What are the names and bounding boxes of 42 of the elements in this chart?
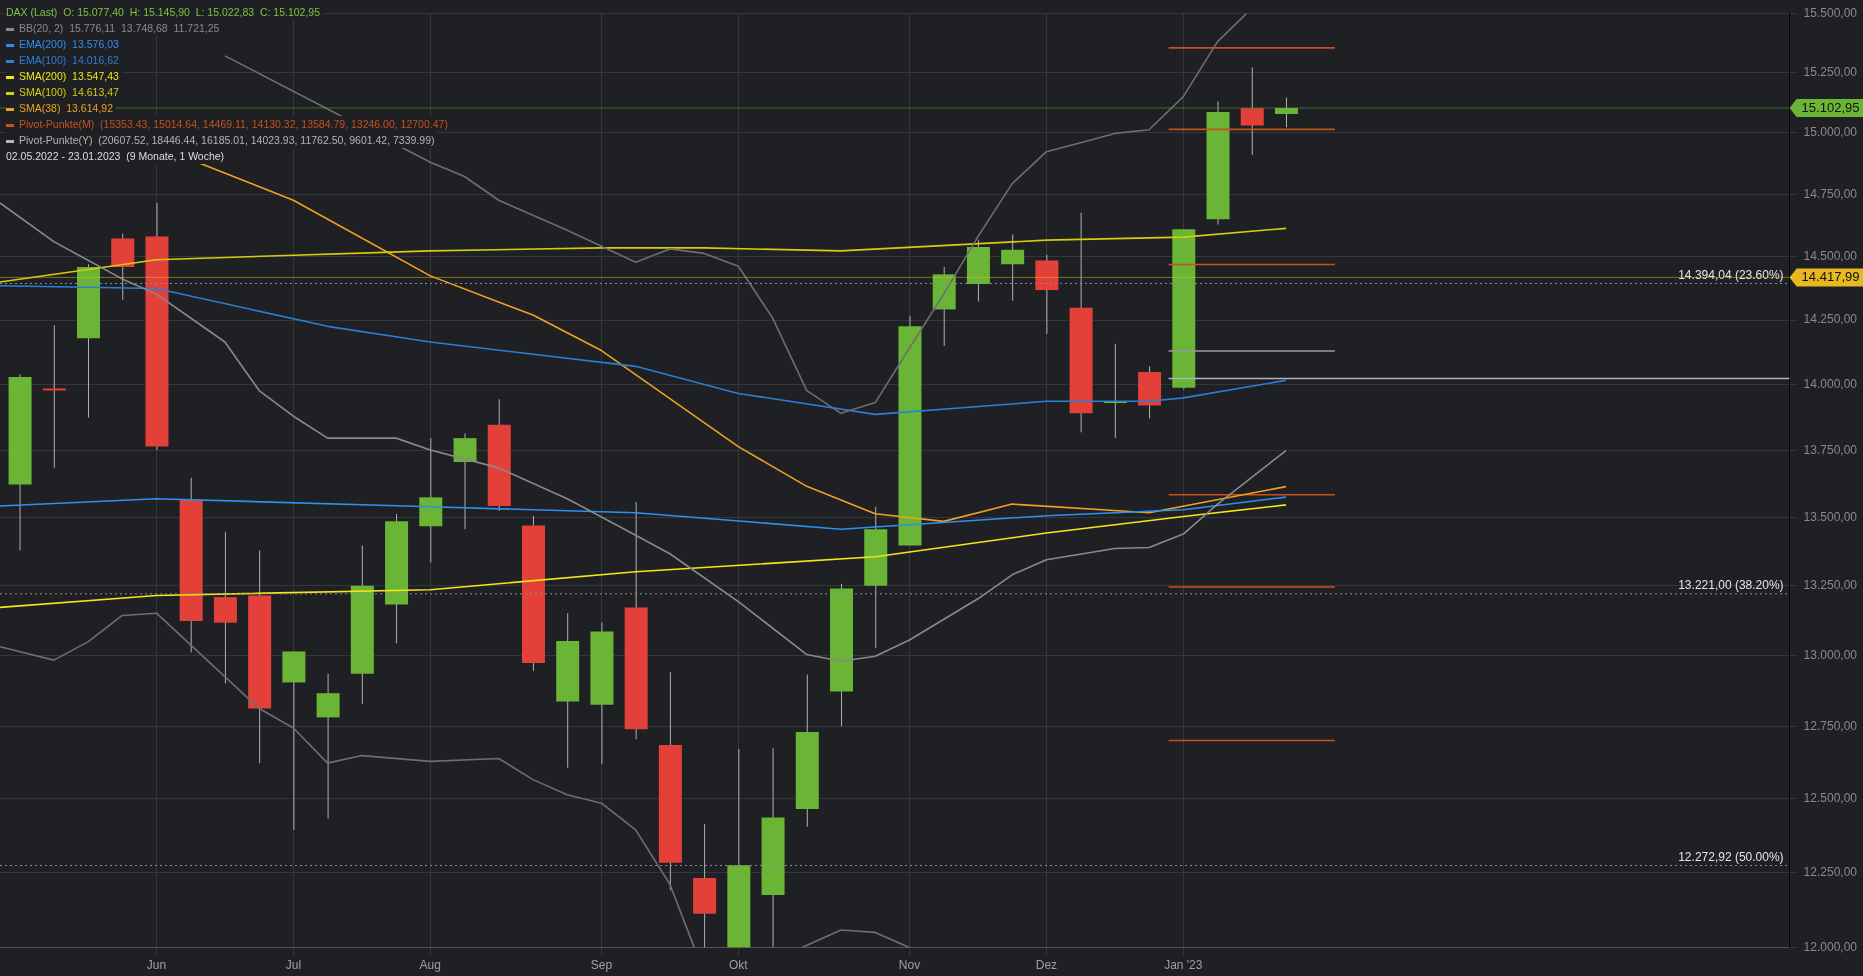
y-tick-label: 14.000,00	[1803, 377, 1858, 392]
ref-line-label: 14.394,04 (23.60%)	[1678, 267, 1784, 282]
legend-label: EMA(200) 13.576,03	[19, 38, 119, 50]
legend-label: BB(20, 2) 15.776,11 13.748,68 11.721,25	[19, 22, 220, 34]
x-tick-label: Okt	[729, 958, 749, 973]
x-tick-label: Aug	[419, 958, 441, 973]
y-tick-label: 13.500,00	[1803, 509, 1858, 524]
y-tick-label: 13.000,00	[1803, 647, 1858, 662]
y-tick-label: 15.000,00	[1803, 125, 1858, 140]
ref-line-label: 15.102,95	[1801, 99, 1860, 115]
y-tick-label: 13.250,00	[1803, 578, 1858, 593]
ref-line-label: 12.272,92 (50.00%)	[1678, 849, 1784, 864]
text: 02.05.2022 - 23.01.2023 (9 Monate, 1 Woche)	[6, 148, 228, 164]
y-tick-label: 13.750,00	[1803, 442, 1858, 457]
x-tick-label: Jul	[285, 958, 302, 973]
candlestick	[1240, 66, 1264, 156]
ref-line-label: 13.221,00 (38.20%)	[1678, 578, 1784, 593]
y-tick-label: 12.500,00	[1803, 790, 1858, 805]
chart-title: DAX (Last) O: 15.077,40 H: 15.145,90 L: 15.022,83 C: 15.102,95	[6, 4, 324, 20]
legend-label: SMA(38) 13.614,92	[19, 102, 113, 114]
legend-label: SMA(200) 13.547,43	[19, 70, 119, 82]
y-tick-label: 14.500,00	[1803, 249, 1858, 263]
y-tick-label: 14.750,00	[1803, 186, 1858, 201]
x-tick-label: Dez	[1035, 958, 1058, 973]
legend-label: Pivot-Punkte(M) (15353.43, 15014.64, 14469.11, 14130.32, 13584.79, 13246.00, 12700.47)	[19, 118, 448, 130]
y-tick-label: 14.250,00	[1803, 312, 1858, 327]
legend-label: SMA(100) 14.613,47	[19, 86, 119, 98]
ref-line-label: 14.417,99	[1801, 268, 1860, 284]
legend-label: Pivot-Punkte(Y) (20607.52, 18446.44, 16185.01, 14023.93, 11762.50, 9601.42, 7339.99)	[19, 134, 435, 146]
candlestick	[1001, 234, 1025, 302]
candlestick	[453, 432, 477, 530]
y-tick-label: 12.000,00	[1803, 939, 1858, 954]
x-tick-label: Nov	[898, 958, 921, 973]
x-tick-label: Jan '23	[1164, 958, 1203, 973]
candlestick	[42, 324, 66, 469]
y-tick-label: 12.750,00	[1803, 718, 1858, 733]
y-tick-label: 12.250,00	[1803, 864, 1858, 879]
y-tick-label: 15.500,00	[1803, 5, 1858, 20]
y-tick-label: 15.250,00	[1803, 64, 1858, 79]
x-tick-label: Sep	[590, 958, 613, 973]
x-tick-label: Jun	[146, 958, 167, 973]
legend-label: EMA(100) 14.016,62	[19, 54, 119, 66]
